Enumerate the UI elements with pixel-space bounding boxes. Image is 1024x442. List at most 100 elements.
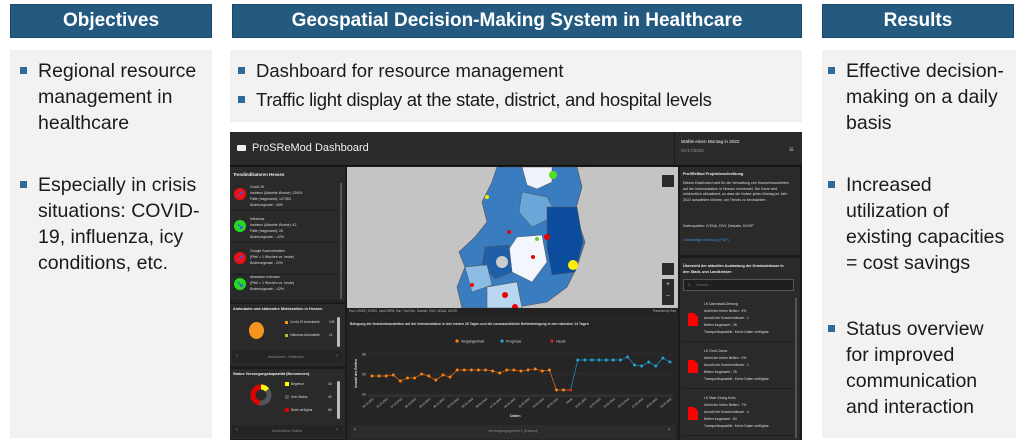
x-tick-label: 07.01.2022	[489, 396, 503, 408]
dashboard-title: ProSReMod Dashboard	[252, 142, 369, 154]
y-tick-label: 30	[362, 352, 366, 356]
prev-arrow-icon[interactable]: ‹	[236, 427, 238, 433]
trend-line: (Pfeil = 1 Wochen vs. heute)	[250, 281, 294, 285]
trend-line: Fälle (Insgesamt): 26	[250, 229, 283, 233]
legend-value: 145	[329, 320, 335, 324]
dashboard-screenshot: ProSReMod Dashboard Wähle einen Montag i…	[230, 132, 802, 440]
legend-label: Nicht verfügbar	[291, 408, 313, 412]
attribution: Esri, USGS | HVBG, Land NRW, Esri, TomTo…	[349, 309, 458, 313]
district-item[interactable]: LK Main-Kinzig-Kreis Anteil der freien B…	[682, 392, 793, 436]
objectives-header: Objectives	[10, 4, 212, 38]
map[interactable]: + −	[347, 167, 678, 308]
district-line: Anzahl der Krankenhäuser : 1	[704, 316, 749, 320]
scrollbar[interactable]	[340, 183, 342, 299]
data-point	[427, 374, 431, 378]
data-point	[434, 378, 438, 382]
date-selector[interactable]: Wähle einen Montag in 2022 01/17/2022	[674, 132, 786, 166]
series-line-segment	[393, 374, 401, 382]
scrollbar[interactable]	[337, 317, 340, 347]
result-bullet: Status overview for improved communicati…	[826, 316, 1006, 420]
search-input[interactable]: ⌕ Search...	[683, 279, 794, 291]
next-arrow-icon[interactable]: ›	[336, 353, 338, 359]
trend-line: Änderungsrate : 40%	[250, 203, 283, 207]
trend-item[interactable]: ↘ Influenza Inzidenz (Aktuelle Woche): 4…	[230, 215, 338, 243]
x-tick-label: Heute	[565, 396, 574, 404]
map-layer	[347, 167, 678, 308]
status-panel: Status Versorgungskapazität (Benommen) B…	[230, 369, 345, 439]
objective-bullet: Regional resource management in healthca…	[18, 58, 208, 136]
x-tick-label: 23.01.2022	[603, 396, 617, 408]
data-point	[384, 374, 388, 378]
district-item[interactable]: LK Groß-Gerau Anteil der freien Betten :…	[682, 345, 793, 389]
trend-line: Inzidenz (Aktuelle Woche): 42	[250, 223, 297, 227]
project-text: Dieses Dashboard wird für die Verwaltung…	[683, 181, 789, 202]
data-point	[377, 374, 381, 378]
data-point	[583, 358, 587, 362]
district-line: Betten insgesamt : 83	[704, 417, 737, 421]
date-value[interactable]: 01/17/2022	[681, 148, 704, 153]
panel-footer: ‹ Ambulante / Stationäre ›	[232, 351, 343, 363]
district-line: Anteil der freien Betten : 7%	[704, 403, 747, 407]
prev-arrow-icon[interactable]: ‹	[354, 427, 356, 433]
legend-label: Prognose	[506, 339, 521, 343]
results-header: Results	[822, 4, 1014, 38]
data-point	[554, 388, 558, 392]
result-bullet: Increased utilization of existing capaci…	[826, 172, 1016, 276]
x-tick-label: 21.01.2022	[588, 396, 602, 408]
scrollbar[interactable]	[795, 298, 797, 438]
map-attribution-bar: Esri, USGS | HVBG, Land NRW, Esri, TomTo…	[347, 308, 678, 314]
trend-line: (Pfeil = 1 Wochen vs. heute)	[250, 255, 294, 259]
trend-up-arrow-icon: ↗	[234, 188, 246, 200]
data-point	[547, 368, 551, 372]
data-point	[597, 358, 601, 362]
data-point	[462, 368, 466, 372]
x-tick-label: 15.01.2022	[546, 396, 560, 408]
data-point	[469, 368, 473, 372]
series-line-segment	[570, 359, 579, 391]
data-point	[413, 376, 417, 380]
district-item[interactable]: LK Darmstadt-Dieburg Anteil der freien B…	[682, 298, 793, 342]
footer-label: Kumulativer Status	[272, 429, 303, 433]
project-title: ProSReMod Projektbeschreibung	[683, 172, 744, 176]
ambulant-panel: Ambulante und stationäre Meldezahlen in …	[230, 304, 345, 366]
trend-item[interactable]: ↗ Google Suchverhalten (Pfeil = 1 Wochen…	[230, 247, 338, 275]
y-tick-label: 10	[362, 392, 366, 396]
data-point	[640, 364, 644, 368]
data-point	[391, 373, 395, 377]
district-line: Transportkapazität : Keine Daten verfügb…	[704, 424, 769, 428]
next-arrow-icon[interactable]: ›	[336, 427, 338, 433]
legend-marker	[550, 339, 554, 343]
trend-title: Trendindikatoren Hessen	[233, 172, 285, 177]
overview-panel: Übersicht der aktuellen Auslastung der K…	[680, 258, 800, 440]
zoom-controls[interactable]: + −	[662, 279, 674, 305]
manual-link[interactable]: Vollständige Anleitung (PDF)	[683, 238, 729, 242]
menu-icon[interactable]: ≡	[789, 145, 794, 154]
trend-name: Abwasser Indicator	[250, 275, 280, 279]
x-tick-label: 28.12.2021	[418, 396, 432, 408]
district-line: Anzahl der Krankenhäuser : 1	[704, 363, 749, 367]
data-point	[441, 373, 445, 377]
result-bullet: Effective decision-making on a daily bas…	[826, 58, 1016, 136]
trend-item[interactable]: ↘ Abwasser Indicator (Pfeil = 1 Wochen v…	[230, 273, 338, 301]
search-icon: ⌕	[688, 282, 691, 287]
data-point	[498, 371, 502, 375]
data-point	[505, 368, 509, 372]
data-point	[533, 367, 537, 371]
legend-label: Kein Status	[291, 395, 308, 399]
locate-button[interactable]	[662, 263, 674, 275]
dashboard-header: ProSReMod Dashboard Wähle einen Montag i…	[230, 132, 802, 166]
center-box: Dashboard for resource management Traffi…	[230, 50, 802, 122]
scrollbar[interactable]	[337, 381, 340, 419]
trend-line: Änderungsrate : -42%	[250, 287, 285, 291]
layers-button[interactable]	[662, 175, 674, 187]
footer-label: Versorgungsgebiet 1 (Kassel)	[488, 429, 538, 433]
data-point	[540, 369, 544, 373]
legend-swatch	[285, 395, 289, 399]
next-arrow-icon[interactable]: ›	[668, 427, 670, 433]
legend-label: Covid-19 Ambulante	[290, 320, 320, 324]
trend-item[interactable]: ↗ Covid-19 Inzidenz (Aktuelle Woche): 22…	[230, 183, 338, 211]
prev-arrow-icon[interactable]: ‹	[236, 353, 238, 359]
trend-panel: Trendindikatoren Hessen ↗ Covid-19 Inzid…	[230, 167, 345, 302]
data-point	[611, 358, 615, 362]
data-point	[491, 369, 495, 373]
